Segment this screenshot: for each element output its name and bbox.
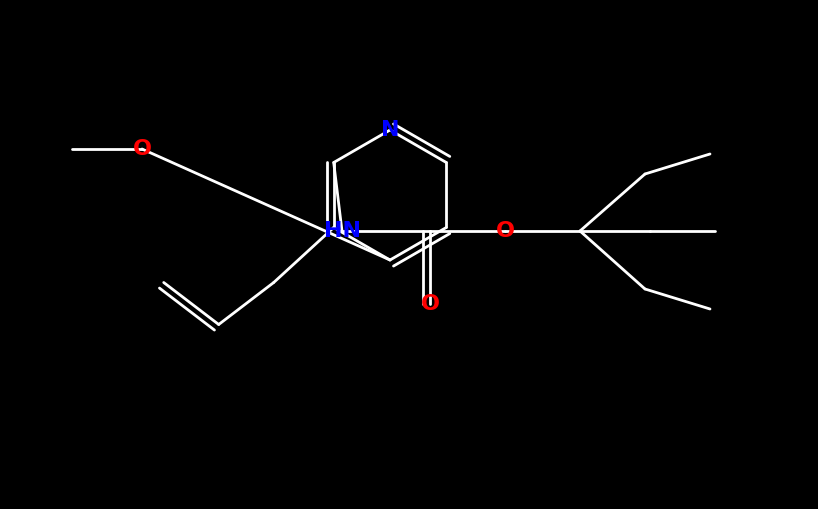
Text: HN: HN: [323, 221, 361, 241]
Text: O: O: [496, 221, 515, 241]
Text: O: O: [133, 139, 151, 159]
Text: O: O: [420, 294, 439, 314]
Text: N: N: [380, 120, 399, 140]
